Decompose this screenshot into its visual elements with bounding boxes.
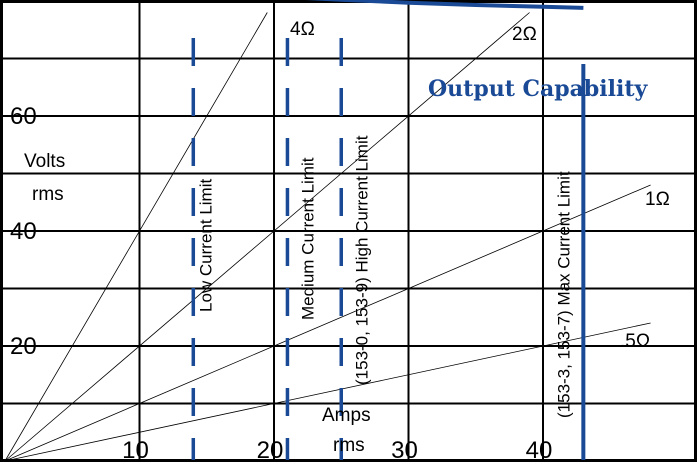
- y-tick-label: 20: [10, 333, 37, 360]
- output-capability-curve: [305, 0, 584, 10]
- x-axis-label-line-1: Amps: [322, 405, 371, 426]
- chart-title: Output Capability: [428, 76, 649, 102]
- output-capability-line: [305, 0, 584, 10]
- x-tick-label: 30: [391, 437, 418, 462]
- y-tick-label: 60: [10, 103, 37, 130]
- current-limit-label: Low Current Limit: [196, 179, 215, 312]
- x-tick-label: 40: [526, 437, 553, 462]
- labels: Output Capability Volts rms Amps rms 10 2…: [10, 19, 670, 462]
- load-lines: [4, 12, 651, 462]
- grid: [3, 3, 694, 459]
- load-line: [4, 12, 530, 462]
- current-limit-label: (153-0, 153-9) High Current Limit: [352, 135, 371, 385]
- load-line-label: .5Ω: [620, 331, 650, 352]
- load-line: [4, 184, 651, 462]
- current-limits: [191, 38, 586, 460]
- load-line: [4, 322, 651, 462]
- x-tick-label: 20: [257, 437, 284, 462]
- y-axis-label-line-2: rms: [32, 184, 64, 205]
- y-axis-label-line-1: Volts: [24, 151, 65, 172]
- load-line-label: 4Ω: [290, 19, 315, 40]
- x-tick-label: 10: [122, 437, 149, 462]
- load-line: [4, 12, 268, 462]
- x-axis-label-line-2: rms: [333, 435, 365, 456]
- load-line-label: 2Ω: [512, 24, 537, 45]
- current-limit-label: Medium Current Limit: [298, 157, 317, 320]
- current-limit-label: (153-3, 153-7) Max Current Limit: [554, 171, 573, 418]
- load-line-label: 1Ω: [645, 189, 670, 210]
- y-tick-label: 40: [10, 218, 37, 245]
